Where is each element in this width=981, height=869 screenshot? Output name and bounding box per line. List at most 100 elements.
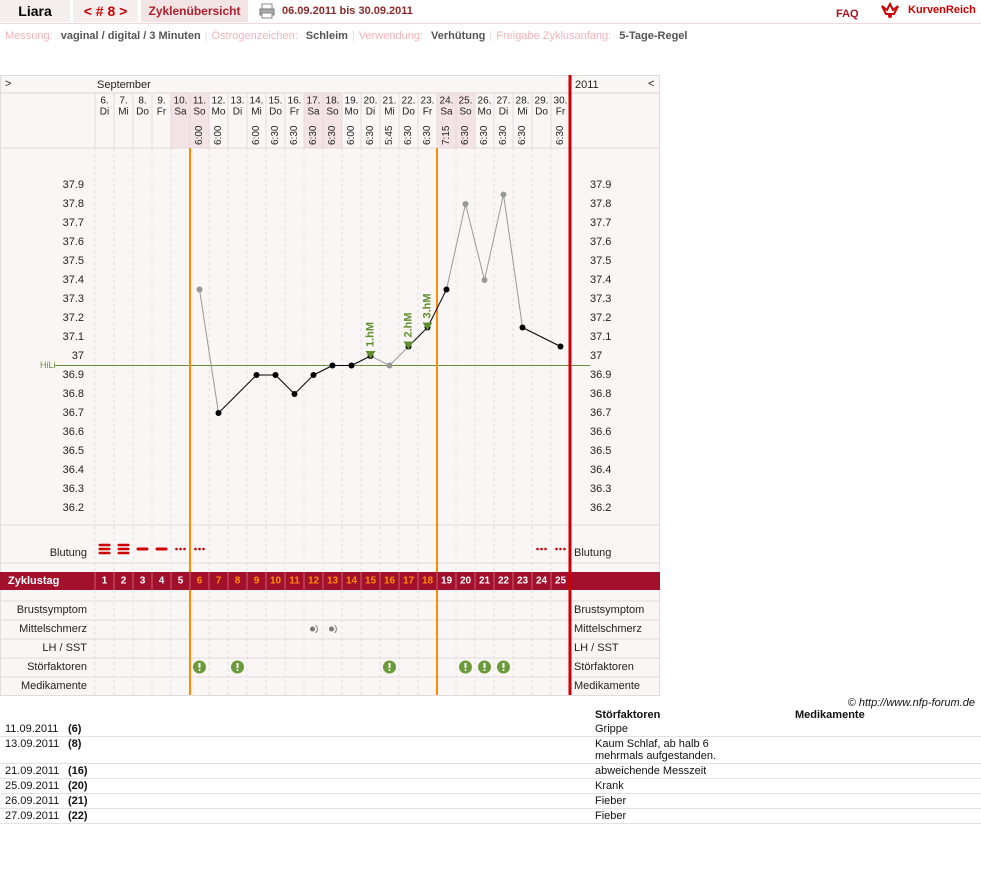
- y2-tick-label: 37.4: [590, 274, 611, 286]
- note-text: Grippe: [595, 723, 629, 735]
- date-label: 19.: [345, 96, 359, 107]
- temperature-segment: [522, 327, 561, 347]
- weekday-label: Fr: [290, 107, 300, 118]
- overview-tab[interactable]: Zyklenübersicht: [141, 0, 248, 22]
- bleeding-mark: [175, 547, 186, 551]
- bleeding-bar: [98, 543, 111, 547]
- y2-tick-label: 36.3: [590, 483, 611, 495]
- row-label: Blutung: [50, 547, 87, 559]
- date-label: 12.: [212, 96, 226, 107]
- weekday-label: Mo: [478, 107, 492, 118]
- time-label: 5:45: [384, 125, 395, 145]
- y2-tick-label: 36.6: [590, 426, 611, 438]
- setting-value: Schleim: [305, 30, 348, 42]
- symptom-icon: [193, 660, 206, 674]
- date-label: 9.: [157, 96, 165, 107]
- date-label: 16.: [288, 96, 302, 107]
- cycle-day: 5: [178, 576, 184, 587]
- weekday-label: So: [193, 107, 206, 118]
- cycle-day-title: Zyklustag: [8, 575, 59, 587]
- date-label: 23.: [421, 96, 435, 107]
- time-label: 6:30: [365, 125, 376, 145]
- date-label: 8.: [138, 96, 146, 107]
- bleeding-dot: [202, 547, 205, 551]
- bleeding-mark: [117, 543, 130, 555]
- bleeding-bar: [98, 551, 111, 555]
- row-label: Mittelschmerz: [19, 623, 87, 635]
- y2-tick-label: 36.9: [590, 369, 611, 381]
- cycle-day: 19: [441, 576, 453, 587]
- cycle-day: 23: [517, 576, 529, 587]
- date-label: 27.: [497, 96, 511, 107]
- high-label: 3.hM: [421, 293, 433, 318]
- time-label: 7:15: [441, 125, 452, 145]
- temperature-segment: [294, 374, 314, 395]
- temperature-segment: [351, 355, 371, 366]
- logo[interactable]: KurvenReich: [908, 4, 976, 16]
- y-tick-label: 36.7: [63, 407, 84, 419]
- cycle-nav[interactable]: < # 8 >: [73, 0, 138, 22]
- note-medication: [790, 763, 981, 779]
- bleeding-dot: [194, 547, 197, 551]
- y-tick-label: 37.1: [63, 331, 84, 343]
- note-date: 13.09.2011: [0, 736, 63, 764]
- setting-value: 5-Tage-Regel: [619, 30, 688, 42]
- date-label: 17.: [307, 96, 321, 107]
- symptom-icon: [383, 660, 396, 674]
- temperature-point: [557, 343, 564, 350]
- faq-link[interactable]: FAQ: [836, 8, 859, 20]
- cycle-day-bar: [0, 572, 660, 590]
- setting-label: Verwendung:: [358, 30, 424, 42]
- print-icon[interactable]: [259, 3, 275, 19]
- temperature-point: [500, 191, 507, 198]
- weekday-label: Do: [402, 107, 415, 118]
- time-label: 6:30: [517, 125, 528, 145]
- y-tick-label: 36.2: [63, 502, 84, 514]
- setting-value: Verhütung: [431, 30, 486, 42]
- user-name: Liara: [0, 0, 70, 22]
- temperature-segment: [313, 365, 333, 376]
- notes-table: Störfaktoren Medikamente 11.09.2011 (6) Gri…: [0, 708, 981, 824]
- cycle-day: 13: [327, 576, 339, 587]
- note-cell: Fieber: [590, 793, 790, 809]
- y2-tick-label: 37.5: [590, 255, 611, 267]
- date-label: 28.: [516, 96, 530, 107]
- notes-row: 21.09.2011 (16) abweichende Messzeit: [0, 763, 981, 779]
- notes-row: 13.09.2011 (8) Kaum Schlaf, ab halb 6 mehr…: [0, 736, 981, 764]
- note-date: 25.09.2011: [0, 778, 63, 794]
- icon-point: [198, 669, 201, 671]
- note-cycle-day: (22): [63, 808, 590, 824]
- y2-tick-label: 37.2: [590, 312, 611, 324]
- cycle-day: 1: [102, 576, 108, 587]
- cycle-day: 16: [384, 576, 396, 587]
- note-date: 26.09.2011: [0, 793, 63, 809]
- logo-icon: [881, 1, 899, 18]
- cycle-day: 8: [235, 576, 241, 587]
- row-label-right: Mittelschmerz: [574, 623, 642, 635]
- date-label: 26.: [478, 96, 492, 107]
- setting-label: Freigabe Zyklusanfang:: [496, 30, 612, 42]
- time-label: 6:00: [213, 125, 224, 145]
- high-marker: [422, 322, 433, 331]
- y2-tick-label: 37: [590, 350, 602, 362]
- bleeding-mark: [555, 547, 566, 551]
- cycle-day: 25: [555, 576, 567, 587]
- bleeding-mark: [536, 547, 547, 551]
- date-label: 6.: [100, 96, 108, 107]
- note-text: abweichende Messzeit: [595, 765, 707, 777]
- row-label-right: Brustsymptom: [574, 604, 644, 616]
- bleeding-mark: [194, 547, 205, 551]
- y-tick-label: 37.9: [63, 179, 84, 191]
- icon-point: [464, 669, 467, 671]
- icon-point: [388, 669, 391, 671]
- bleeding-dot: [198, 547, 201, 551]
- icon-bar: [198, 663, 201, 668]
- time-label: 6:30: [460, 125, 471, 145]
- weekday-label: Sa: [440, 107, 453, 118]
- high-marker: [365, 351, 376, 359]
- cycle-day: 24: [536, 576, 548, 587]
- separator: |: [204, 30, 208, 42]
- cycle-day: 22: [498, 576, 510, 587]
- cycle-day: 17: [403, 576, 415, 587]
- symptom-icon: [497, 660, 510, 674]
